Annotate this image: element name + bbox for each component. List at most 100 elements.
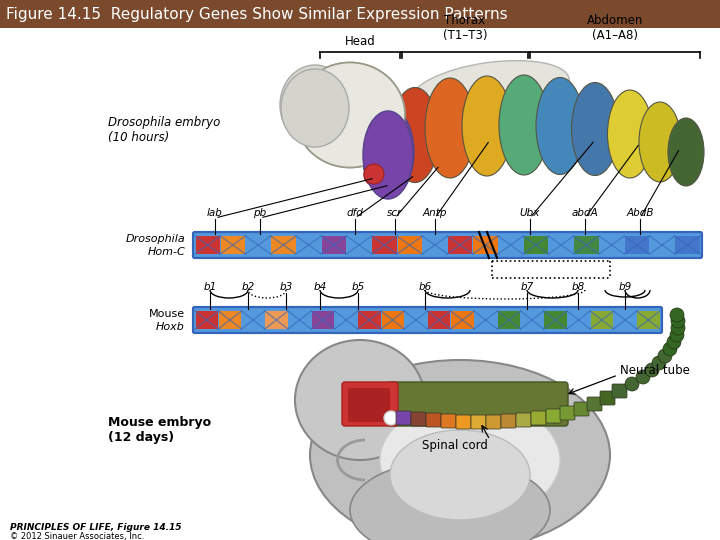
Circle shape	[645, 363, 659, 377]
Circle shape	[667, 335, 681, 349]
Text: b4: b4	[313, 282, 327, 292]
Bar	[196, 236, 220, 254]
Text: scr: scr	[387, 208, 402, 218]
Bar	[242, 311, 264, 329]
Bar	[521, 311, 544, 329]
Bar	[297, 236, 320, 254]
Bar	[265, 311, 287, 329]
Bar	[474, 311, 497, 329]
FancyBboxPatch shape	[471, 415, 486, 429]
FancyBboxPatch shape	[387, 382, 568, 426]
Bar	[271, 236, 295, 254]
Text: Abdomen
(A1–A8): Abdomen (A1–A8)	[587, 14, 643, 42]
Bar	[196, 311, 217, 329]
Circle shape	[636, 370, 650, 384]
Text: © 2012 Sinauer Associates, Inc.: © 2012 Sinauer Associates, Inc.	[10, 531, 145, 540]
Ellipse shape	[410, 60, 570, 119]
Text: Ubx: Ubx	[520, 208, 540, 218]
Text: Spinal cord: Spinal cord	[422, 438, 488, 451]
Bar	[600, 236, 624, 254]
Ellipse shape	[572, 83, 618, 176]
Text: abdA: abdA	[572, 208, 598, 218]
FancyBboxPatch shape	[348, 388, 390, 422]
Text: Mouse: Mouse	[149, 309, 185, 319]
Bar	[289, 311, 311, 329]
Text: PRINCIPLES OF LIFE, Figure 14.15: PRINCIPLES OF LIFE, Figure 14.15	[10, 523, 181, 531]
Bar	[219, 311, 241, 329]
Text: AbdB: AbdB	[626, 208, 654, 218]
FancyBboxPatch shape	[411, 412, 426, 426]
Text: Drosophila embryo
(10 hours): Drosophila embryo (10 hours)	[108, 116, 220, 144]
Text: b5: b5	[351, 282, 364, 292]
Circle shape	[670, 308, 684, 322]
Bar	[322, 236, 346, 254]
Bar	[312, 311, 334, 329]
Text: b7: b7	[521, 282, 534, 292]
Circle shape	[652, 356, 666, 370]
Text: b2: b2	[241, 282, 255, 292]
Text: Hoxb: Hoxb	[156, 322, 185, 332]
Bar	[221, 236, 245, 254]
Bar	[451, 311, 474, 329]
Ellipse shape	[390, 430, 530, 520]
Circle shape	[671, 321, 685, 335]
Ellipse shape	[362, 107, 414, 197]
Bar	[359, 311, 380, 329]
Text: Neural tube: Neural tube	[620, 363, 690, 376]
Text: Mouse embryo
(12 days): Mouse embryo (12 days)	[108, 416, 211, 444]
Ellipse shape	[281, 69, 349, 147]
Ellipse shape	[639, 102, 681, 182]
Bar	[246, 236, 270, 254]
Bar	[523, 236, 548, 254]
Ellipse shape	[364, 164, 386, 186]
Text: b3: b3	[279, 282, 292, 292]
Text: dfd: dfd	[346, 208, 364, 218]
Ellipse shape	[310, 360, 610, 540]
Text: pb: pb	[253, 208, 266, 218]
Ellipse shape	[668, 118, 704, 186]
Ellipse shape	[350, 460, 550, 540]
Text: b8: b8	[572, 282, 585, 292]
FancyBboxPatch shape	[441, 414, 456, 428]
Bar	[637, 311, 660, 329]
FancyBboxPatch shape	[587, 397, 602, 411]
Circle shape	[625, 377, 639, 391]
Text: b9: b9	[618, 282, 631, 292]
Ellipse shape	[462, 76, 512, 176]
Circle shape	[671, 314, 685, 328]
FancyBboxPatch shape	[426, 413, 441, 427]
Ellipse shape	[363, 111, 413, 199]
FancyBboxPatch shape	[516, 413, 531, 427]
Bar	[625, 236, 649, 254]
Bar	[498, 236, 523, 254]
Bar	[675, 236, 700, 254]
Circle shape	[663, 342, 677, 356]
FancyBboxPatch shape	[486, 415, 501, 429]
Text: Thorax
(T1–T3): Thorax (T1–T3)	[443, 14, 487, 42]
Circle shape	[384, 411, 398, 425]
Bar	[405, 311, 427, 329]
Ellipse shape	[499, 75, 549, 175]
FancyBboxPatch shape	[546, 409, 561, 423]
FancyBboxPatch shape	[342, 382, 398, 426]
Bar	[428, 311, 450, 329]
Text: Figure 14.15  Regulatory Genes Show Similar Expression Patterns: Figure 14.15 Regulatory Genes Show Simil…	[6, 6, 508, 22]
Bar	[0, 0, 720, 28]
Bar	[473, 236, 498, 254]
Text: b6: b6	[418, 282, 431, 292]
FancyBboxPatch shape	[531, 411, 546, 425]
Text: Drosophila: Drosophila	[125, 234, 185, 244]
Ellipse shape	[380, 400, 560, 520]
Ellipse shape	[295, 63, 405, 167]
Text: Antp: Antp	[423, 208, 447, 218]
Circle shape	[658, 349, 672, 363]
Bar	[567, 311, 590, 329]
Bar	[397, 236, 422, 254]
Ellipse shape	[425, 78, 475, 178]
Bar	[590, 311, 613, 329]
FancyBboxPatch shape	[501, 414, 516, 428]
Bar	[347, 236, 372, 254]
FancyBboxPatch shape	[193, 307, 662, 333]
FancyBboxPatch shape	[612, 384, 627, 398]
Circle shape	[670, 328, 684, 342]
